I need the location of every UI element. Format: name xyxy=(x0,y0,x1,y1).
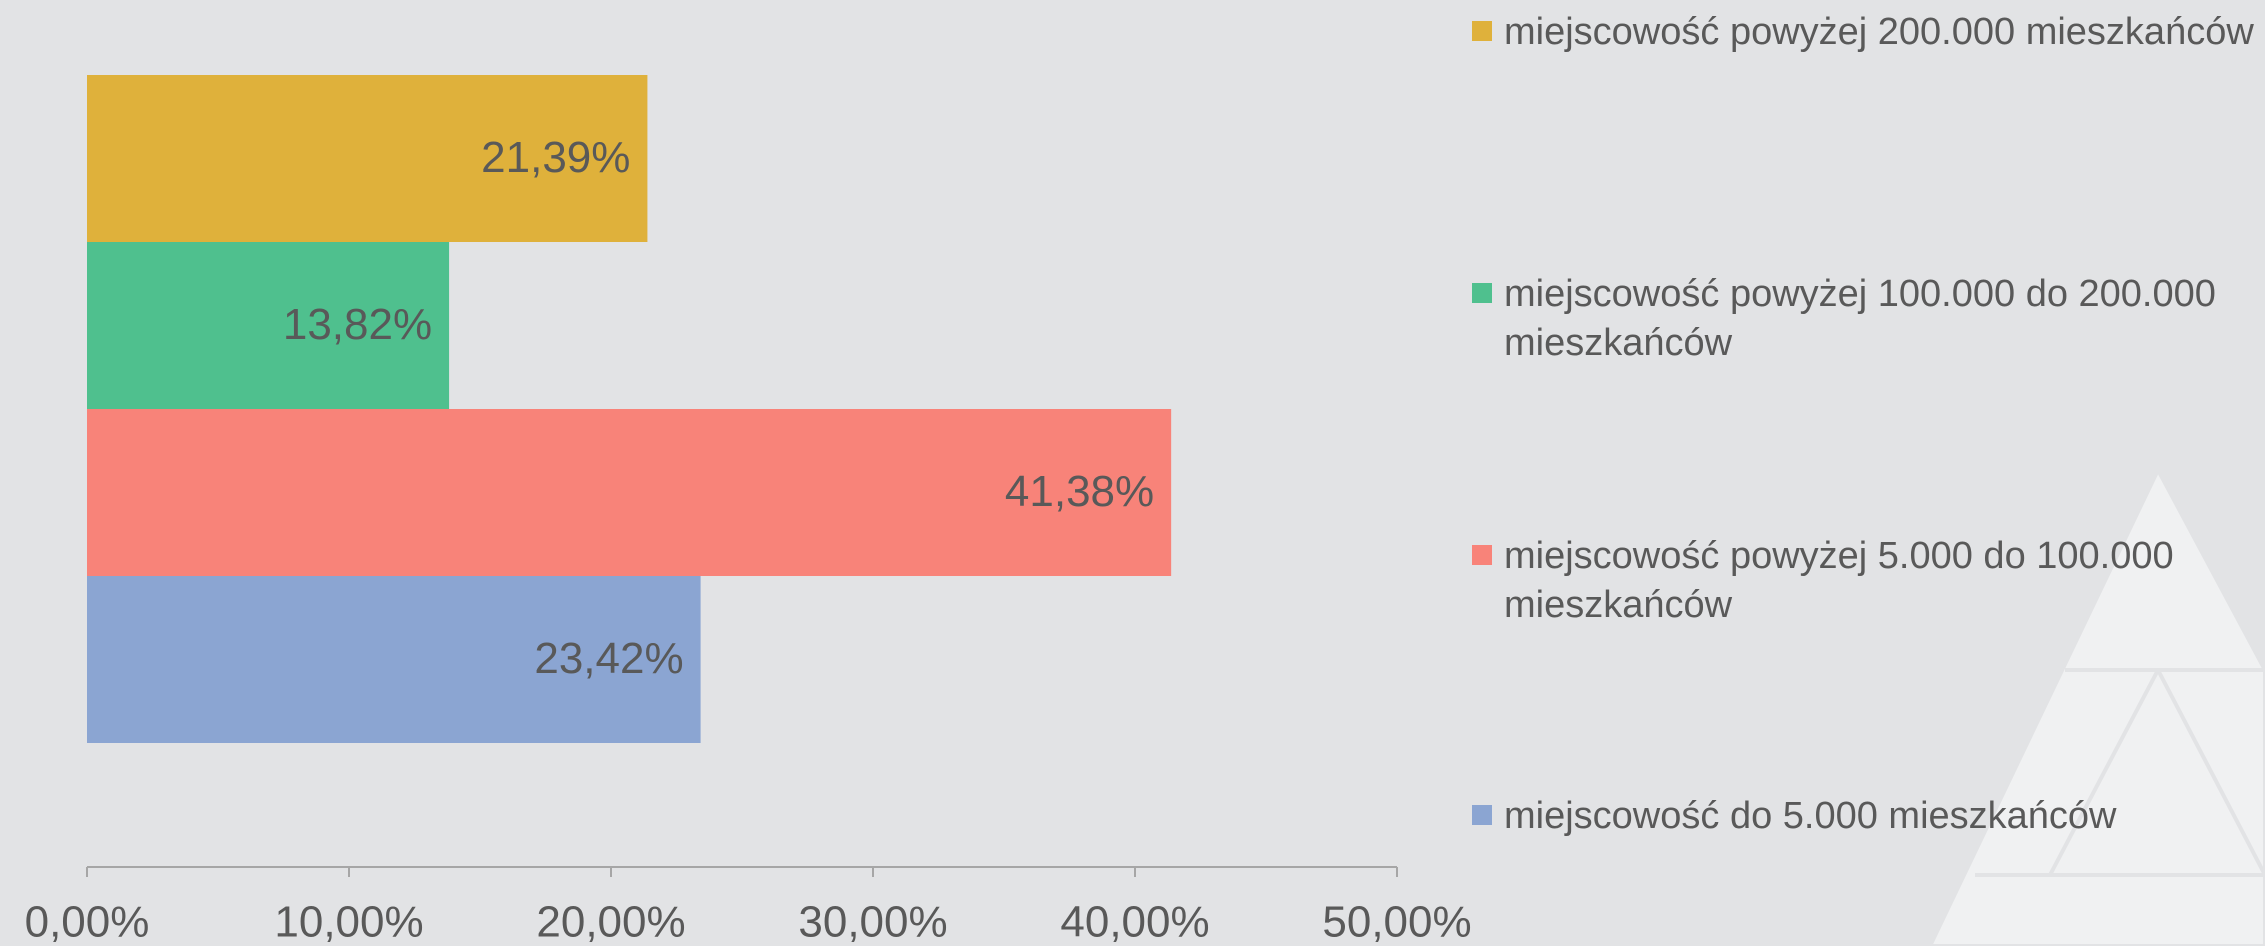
data-label: 41,38% xyxy=(1005,467,1154,516)
bar xyxy=(87,75,648,242)
x-tick-label: 20,00% xyxy=(536,898,685,946)
plot-area: 0,00% 10,00% 20,00% 30,00% 40,00% 50,00% 21,39… xyxy=(25,75,1472,946)
legend-label: miejscowość powyżej 5.000 do 100.000 mie… xyxy=(1504,535,2174,626)
legend-item: miejscowość powyżej 100.000 do 200.000 m… xyxy=(1472,270,2262,368)
x-tick-label: 40,00% xyxy=(1060,898,1209,946)
legend-label: miejscowość powyżej 200.000 mieszkańców xyxy=(1504,11,2254,53)
data-label: 13,82% xyxy=(283,300,432,349)
legend-swatch xyxy=(1472,283,1492,303)
data-label: 23,42% xyxy=(534,634,683,683)
triangle-decoration xyxy=(1927,465,2265,946)
x-tick-label: 0,00% xyxy=(25,898,150,946)
legend-swatch xyxy=(1472,805,1492,825)
data-label: 21,39% xyxy=(481,133,630,182)
bar xyxy=(87,242,450,409)
legend-swatch xyxy=(1472,545,1492,565)
legend-item: miejscowość do 5.000 mieszkańców xyxy=(1472,792,2262,841)
x-tick-label: 10,00% xyxy=(274,898,423,946)
legend-label: miejscowość do 5.000 mieszkańców xyxy=(1504,795,2117,837)
legend-label: miejscowość powyżej 100.000 do 200.000 m… xyxy=(1504,273,2216,364)
x-tick-label: 50,00% xyxy=(1322,898,1471,946)
bar xyxy=(87,409,1172,576)
x-tick-label: 30,00% xyxy=(798,898,947,946)
bar xyxy=(87,576,701,743)
legend-item: miejscowość powyżej 200.000 mieszkańców xyxy=(1472,8,2262,57)
decoration-line xyxy=(2048,669,2160,876)
legend-item: miejscowość powyżej 5.000 do 100.000 mie… xyxy=(1472,532,2262,630)
decoration-line xyxy=(2156,669,2265,876)
legend-swatch xyxy=(1472,21,1492,41)
background-decoration xyxy=(1927,465,2265,946)
